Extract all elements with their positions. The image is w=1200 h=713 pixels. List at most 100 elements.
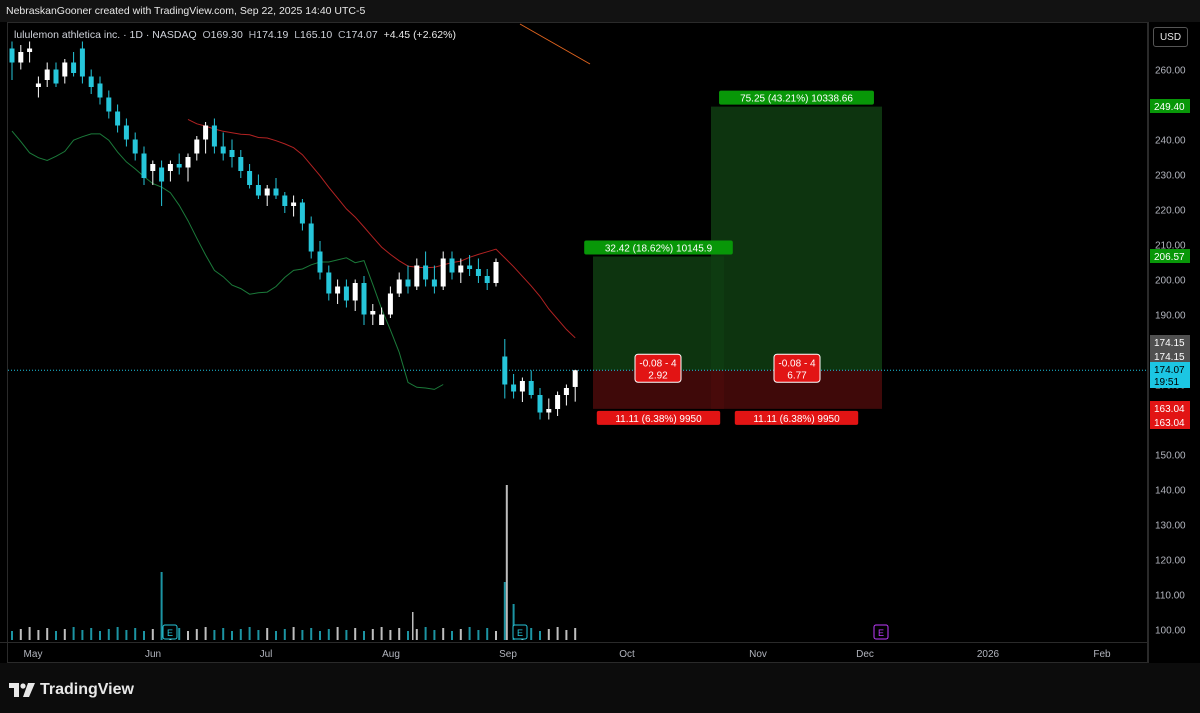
symbol-legend: lululemon athletica inc. · 1D · NASDAQ O… [14,29,456,41]
candle-body [326,272,332,294]
price-axis-badge-label: 206.57 [1154,252,1185,263]
candle-body [44,69,50,80]
volume-bar [512,604,515,640]
candle-body [150,164,156,171]
volume-bar [415,629,418,640]
time-axis[interactable] [0,642,1148,663]
volume-bar [468,627,471,640]
volume-bar [327,629,330,640]
candle-body [440,258,446,287]
candle-body [9,48,15,63]
candle-body [335,286,341,294]
candle-body [502,356,508,385]
candle-body [555,395,561,409]
volume-bar [398,628,401,640]
low-value: 165.10 [300,29,333,41]
earnings-marker-label: E [878,628,884,638]
volume-bar [125,630,128,640]
price-tick-label: 210.00 [1155,241,1186,252]
volume-bar [505,485,508,640]
candle-body [484,276,490,283]
candle-body [299,202,305,224]
candle-body [255,185,261,196]
candle-body [238,157,244,171]
high-value: 174.19 [256,29,289,41]
candle-body [361,283,367,315]
candle-body [458,265,464,273]
price-axis-badge [1150,249,1190,263]
tradingview-brand: TradingView [40,681,134,698]
candle-body [123,125,129,140]
candle-body [467,265,473,269]
price-axis-badge-label: 174.15 [1154,352,1185,363]
chart-canvas[interactable]: E E E 32.42 (18.62%) 10145.9 11.11 (6.38%) 9… [0,0,1200,663]
candle-body [511,384,517,392]
candle-body [194,139,200,154]
price-axis-badge [1150,415,1190,429]
price-axis-badge-label: 174.07 [1154,365,1185,376]
volume-bar [81,630,84,640]
volume-bar [37,630,40,640]
price-axis-badge-label: 163.04 [1154,418,1185,429]
price-tick-label: 150.00 [1155,451,1186,462]
currency-button[interactable]: USD [1153,27,1188,47]
chart-frame[interactable] [7,22,1148,663]
candle-body [528,381,534,395]
fast-ma-line [11,130,444,390]
volume-bar [213,630,216,640]
candle-body [431,279,437,287]
volume-bar [19,629,22,640]
volume-bar [275,631,277,640]
volume-bar [231,631,233,640]
candle-body [159,167,165,182]
profit-zone [593,256,724,371]
volume-bar [530,628,533,640]
price-axis-badge [1150,401,1190,415]
volume-bar [433,630,436,640]
volume-bar [547,629,550,640]
volume-bar [565,630,568,640]
candle-body [176,164,182,168]
volume-bar [283,629,286,640]
stop-label-box [734,410,859,425]
candle-body [185,157,191,168]
candle-body [264,188,270,196]
target-label-box [584,240,733,255]
price-axis-badge [1150,374,1190,388]
time-tick-label: Oct [619,649,635,660]
candle-body [493,262,499,283]
candle-body [282,195,288,206]
volume-bar [72,627,75,640]
volume-bar [187,631,189,640]
candle-body [387,293,393,315]
center-label-line1: -0.08 - 4 [639,358,677,369]
candle-body [211,125,217,147]
center-label-box [773,353,821,383]
volume-bar [451,631,453,640]
volume-bar [195,629,198,640]
volume-bar [345,630,348,640]
tradingview-logo[interactable]: TradingView [9,681,134,699]
time-tick-label: Jul [260,649,273,660]
volume-bar [477,630,480,640]
price-tick-label: 120.00 [1155,556,1186,567]
candle-body [27,48,33,52]
candle-body [115,111,121,126]
symbol-name: lululemon athletica inc. · 1D · NASDAQ [14,29,197,41]
time-tick-label: Nov [749,649,767,660]
earnings-marker [873,624,889,640]
time-tick-label: Sep [499,649,517,660]
price-axis-badge-label: 163.04 [1154,404,1185,415]
volume-bar [266,628,269,640]
close-value: 174.07 [345,29,378,41]
target-label-box [719,90,874,105]
volume-bar [354,628,357,640]
candle-body [220,146,226,154]
candle-body [35,83,41,87]
volume-bar [371,629,374,640]
volume-bar [363,631,365,640]
volume-bar [178,628,181,640]
candle-body [106,97,112,112]
top-bar: NebraskanGooner created with TradingView… [0,0,1200,22]
candle-body [475,269,481,276]
